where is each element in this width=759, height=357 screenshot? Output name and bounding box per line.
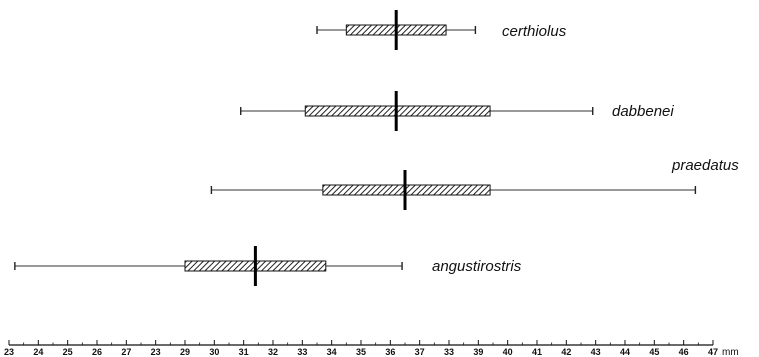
x-tick-label: 32 (268, 347, 278, 357)
x-tick-label: 36 (385, 347, 395, 357)
x-tick-label: 34 (327, 347, 337, 357)
x-tick-label: 31 (239, 347, 249, 357)
x-tick-label: 42 (561, 347, 571, 357)
series-layer: certhiolus dabbenei praedatus angustirostri… (14, 10, 739, 286)
x-tick-label: 23 (4, 347, 14, 357)
x-tick-label: 29 (180, 347, 190, 357)
x-tick-label: 43 (591, 347, 601, 357)
series-label: certhiolus (502, 23, 567, 40)
series-angustirostris: angustirostris (14, 246, 522, 286)
x-tick-label: 45 (649, 347, 659, 357)
x-tick-label: 30 (209, 347, 219, 357)
x-tick-label: 26 (92, 347, 102, 357)
series-label: dabbenei (612, 103, 674, 120)
x-tick-label: 27 (121, 347, 131, 357)
x-axis-unit-label: mm (722, 347, 739, 357)
x-tick-label: 25 (63, 347, 73, 357)
x-tick-label: 44 (620, 347, 630, 357)
x-tick-label: 46 (679, 347, 689, 357)
x-tick-label: 33 (297, 347, 307, 357)
series-praedatus: praedatus (210, 157, 739, 210)
series-label: angustirostris (432, 258, 522, 275)
x-tick-label: 47 (708, 347, 718, 357)
x-tick-label: 24 (33, 347, 43, 357)
x-tick-label: 37 (415, 347, 425, 357)
series-dabbenei: dabbenei (240, 91, 674, 131)
series-label: praedatus (671, 157, 739, 174)
series-certhiolus: certhiolus (316, 10, 567, 50)
x-tick-label: 39 (473, 347, 483, 357)
x-tick-label: 35 (356, 347, 366, 357)
x-tick-label: 23 (151, 347, 161, 357)
x-tick-label: 40 (503, 347, 513, 357)
x-axis: mm 23 24 25 26 27 23 29 30 31 32 33 34 35 36 37 33 39 40 4… (4, 340, 739, 357)
x-tick-label: 41 (532, 347, 542, 357)
x-tick-label: 33 (444, 347, 454, 357)
